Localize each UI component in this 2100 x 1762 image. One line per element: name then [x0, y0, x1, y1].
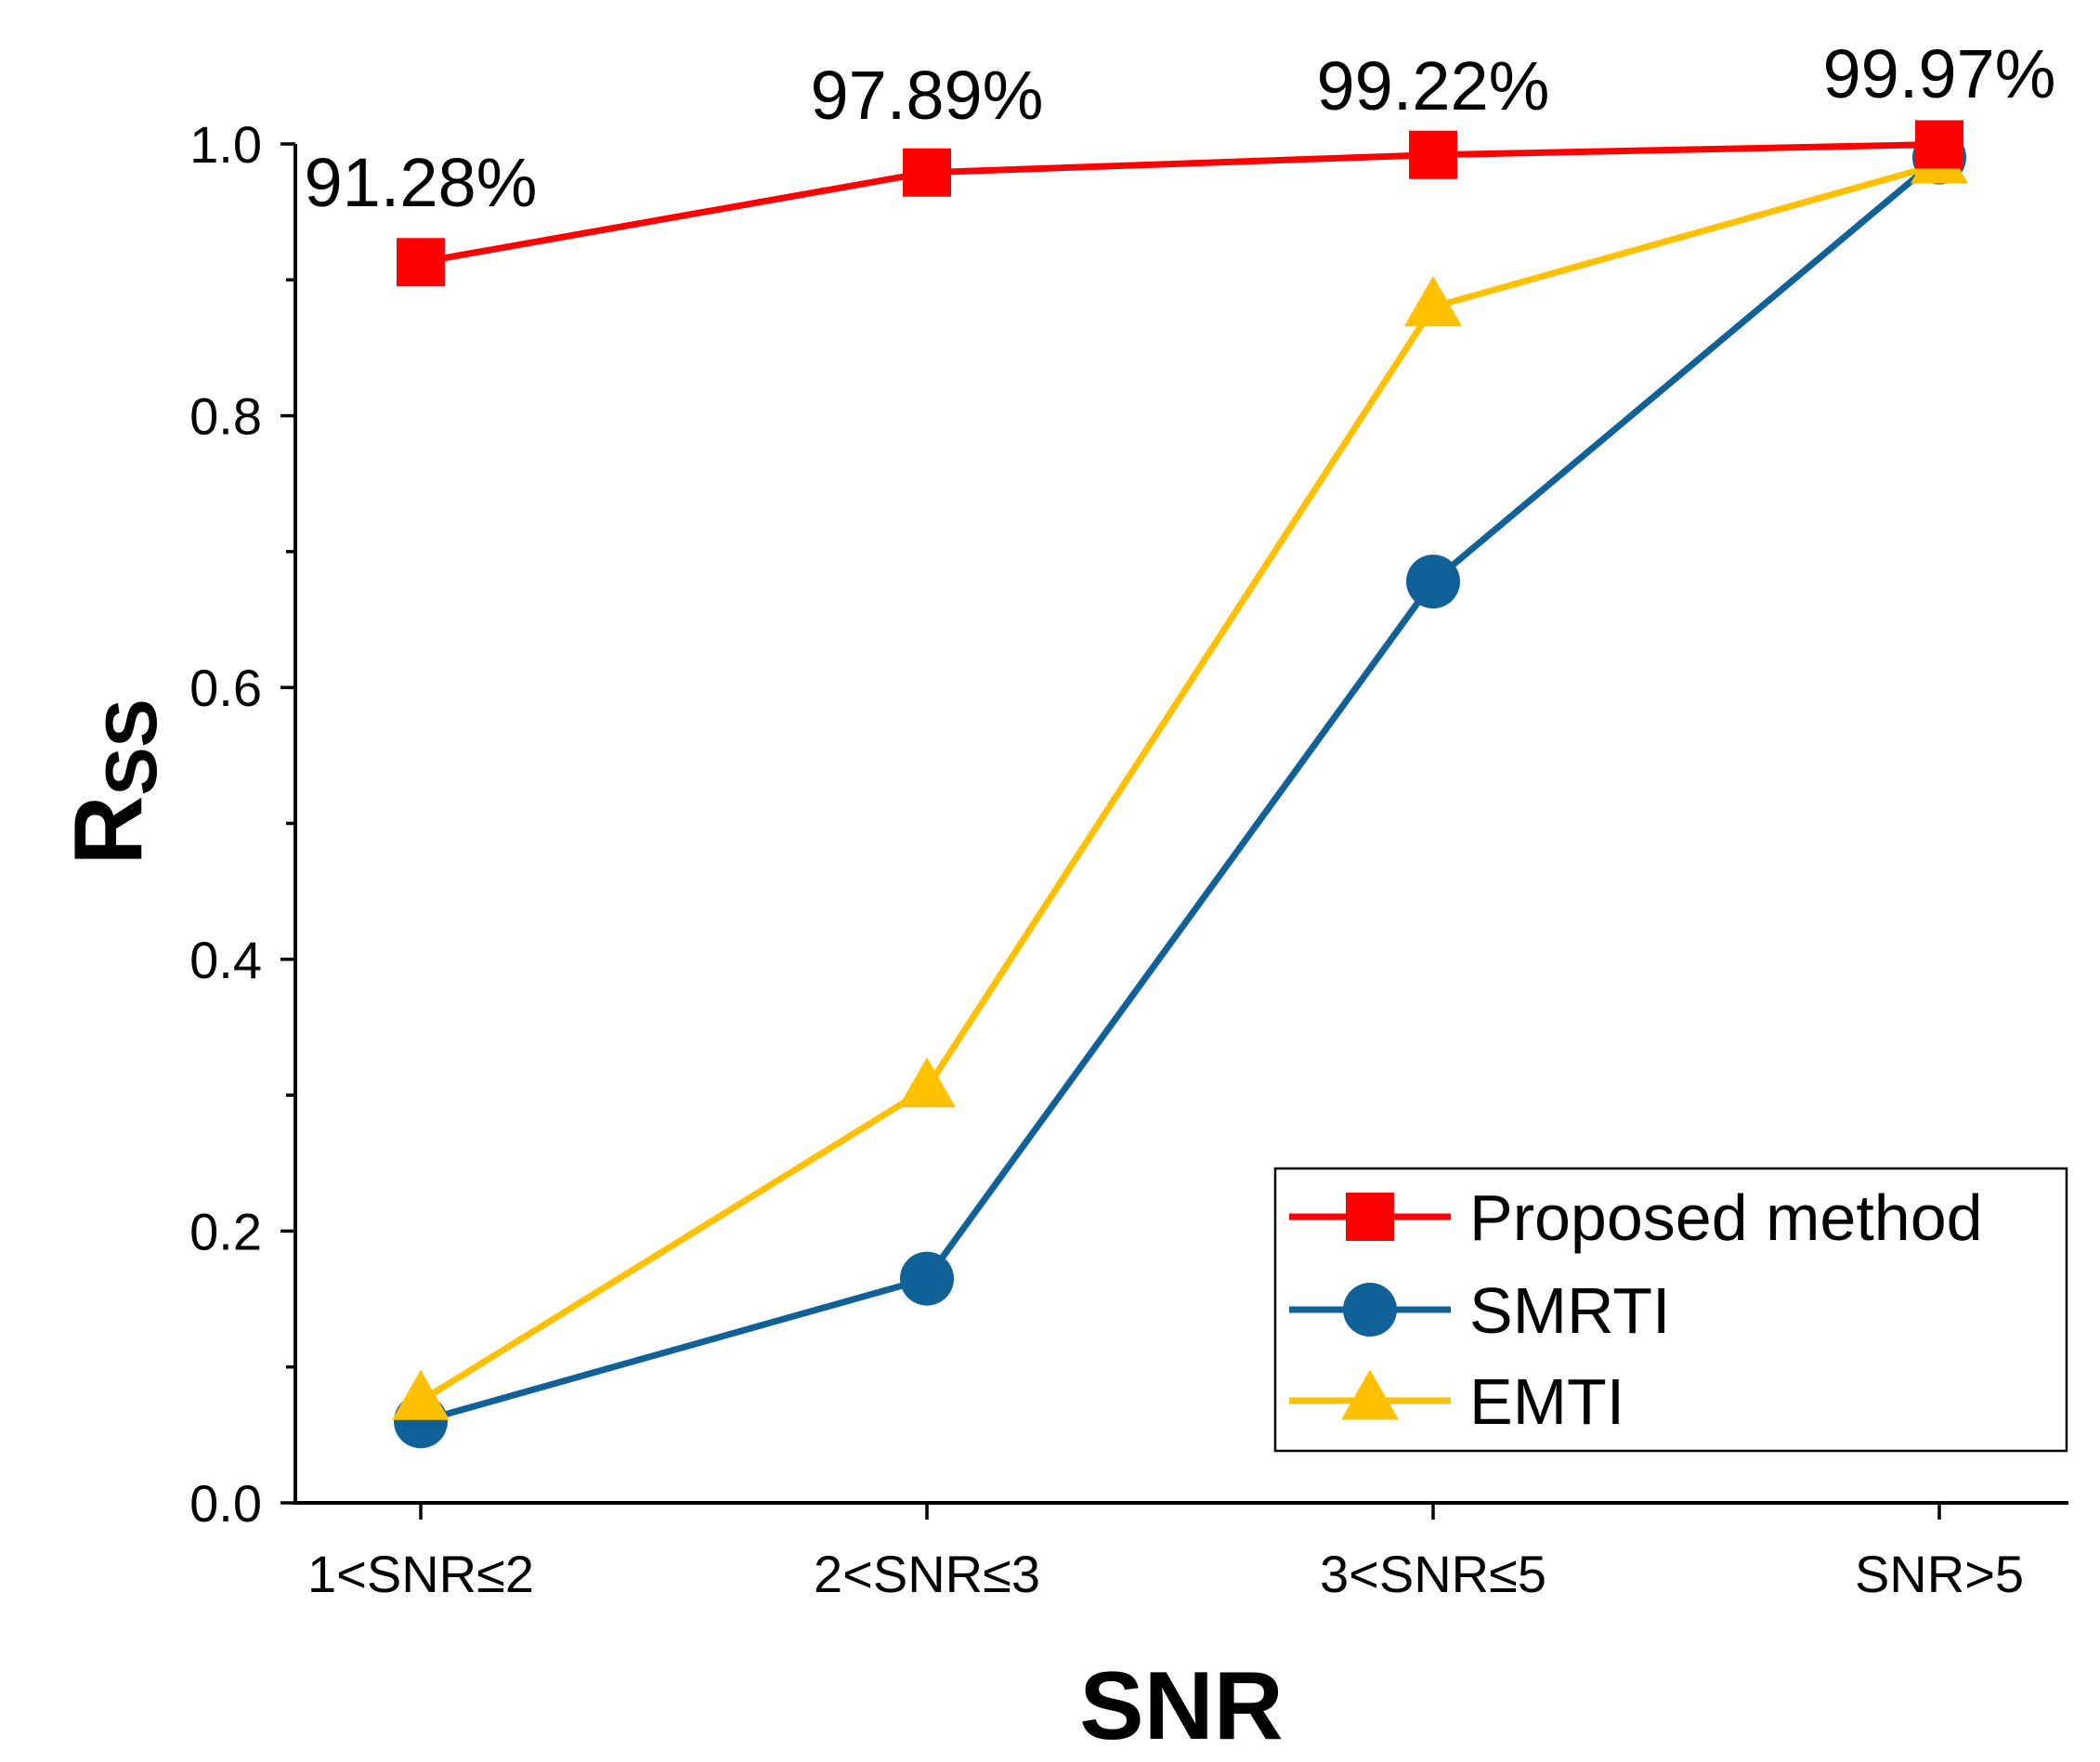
y-tick-label: 1.0 [189, 115, 262, 174]
y-axis-title: RSS [55, 698, 172, 865]
data-point [903, 148, 951, 197]
data-label: 91.28% [305, 144, 538, 221]
legend: Proposed method SMRTI EMTI [1273, 1167, 2068, 1453]
legend-item: EMTI [1289, 1365, 1624, 1438]
data-point [898, 1057, 956, 1108]
legend-label: SMRTI [1469, 1274, 1671, 1347]
data-label: 99.97% [1823, 35, 2056, 112]
legend-marker [1343, 1283, 1397, 1337]
x-tick-label: 2<SNR≤3 [814, 1545, 1040, 1603]
data-point [392, 1369, 450, 1420]
x-axis-title: SNR [1079, 1652, 1284, 1760]
y-axis-title-main: R [55, 795, 163, 865]
legend-label: EMTI [1469, 1365, 1624, 1438]
series-proposed-method [397, 120, 1963, 287]
legend-label: Proposed method [1469, 1181, 1983, 1254]
data-point [1406, 555, 1460, 609]
data-labels: 91.28% 97.89% 99.22% 99.97% [305, 35, 2056, 221]
series-layer [392, 120, 1968, 1449]
x-tick-label: SNR>5 [1855, 1545, 2024, 1603]
data-point [900, 1251, 954, 1306]
series-line [420, 140, 1940, 266]
y-tick-label: 0.8 [189, 387, 262, 446]
data-point [1409, 130, 1457, 179]
legend-item: SMRTI [1289, 1274, 1671, 1347]
y-axis-title-subscript: SS [90, 698, 172, 795]
data-point [1404, 276, 1462, 327]
series-line [419, 161, 1940, 1404]
y-axis-ticks: 0.0 0.2 0.4 0.6 0.8 1.0 [189, 115, 295, 1533]
x-axis-ticks: 1<SNR≤2 2<SNR≤3 3<SNR≤5 SNR>5 [307, 1503, 2024, 1603]
y-tick-label: 0.0 [189, 1474, 262, 1533]
y-tick-label: 0.6 [189, 659, 262, 717]
data-point [1915, 120, 1963, 169]
legend-item: Proposed method [1289, 1181, 1983, 1254]
legend-marker [1346, 1193, 1394, 1241]
y-tick-label: 0.4 [189, 931, 262, 989]
x-tick-label: 3<SNR≤5 [1320, 1545, 1546, 1603]
legend-marker [1341, 1369, 1399, 1420]
x-tick-label: 1<SNR≤2 [307, 1545, 534, 1603]
data-point [397, 238, 445, 287]
data-label: 99.22% [1317, 47, 1550, 124]
series-line [420, 154, 1942, 1425]
y-tick-label: 0.2 [189, 1202, 262, 1260]
data-label: 97.89% [811, 57, 1044, 134]
svg-text:RSS: RSS [55, 698, 172, 865]
